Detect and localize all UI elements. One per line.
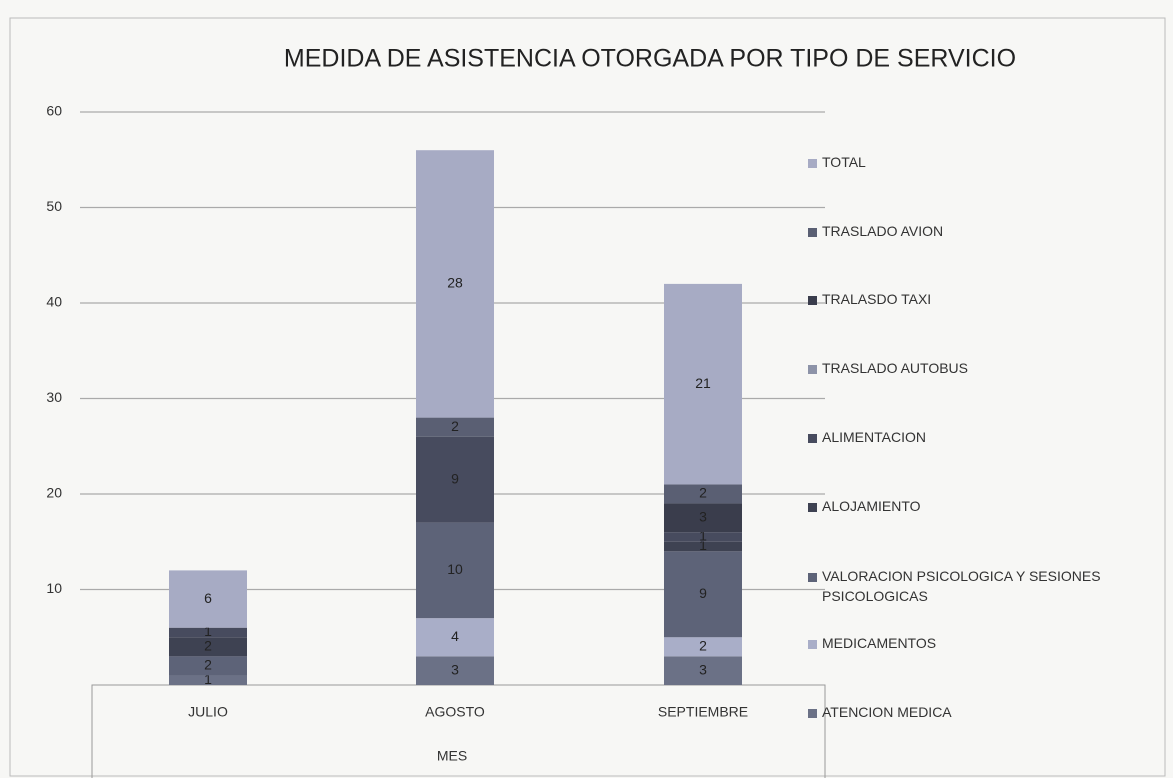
legend-swatch <box>808 296 817 305</box>
bar-segment <box>664 656 742 685</box>
bar-segment <box>664 283 742 485</box>
legend-item: ALOJAMIENTO <box>808 498 921 516</box>
data-label: 2 <box>699 485 707 501</box>
legend-item: TRALASDO TAXI <box>808 291 932 309</box>
legend-swatch <box>808 709 817 718</box>
bar-segment <box>169 675 247 685</box>
bar-segment <box>664 532 742 542</box>
bar-segment <box>664 503 742 533</box>
bar-segment <box>664 637 742 657</box>
data-label: 1 <box>699 528 707 544</box>
chart-border <box>9 17 1166 777</box>
legend-label: MEDICAMENTOS <box>822 635 937 651</box>
x-tick-label: JULIO <box>188 704 228 720</box>
data-label: 2 <box>204 657 212 673</box>
data-label: 10 <box>447 561 463 577</box>
bar-segment <box>664 551 742 638</box>
x-tick-label: SEPTIEMBRE <box>658 704 748 720</box>
legend-label: TRALASDO TAXI <box>822 291 932 307</box>
legend-swatch <box>808 640 817 649</box>
bar-segment <box>416 656 494 685</box>
data-label: 6 <box>204 590 212 606</box>
bar-segment <box>416 522 494 619</box>
legend-label: TRASLADO AVION <box>822 223 944 239</box>
data-label: 1 <box>699 537 707 553</box>
chart-title: MEDIDA DE ASISTENCIA OTORGADA POR TIPO D… <box>284 45 1016 73</box>
legend-swatch <box>808 365 817 374</box>
y-tick-label: 60 <box>46 103 62 119</box>
legend-label: ALOJAMIENTO <box>822 498 921 514</box>
legend-item: TRASLADO AUTOBUS <box>808 360 969 378</box>
legend-label: ATENCION MEDICA <box>822 704 952 720</box>
bar-segment <box>416 436 494 523</box>
bar-segment <box>169 570 247 628</box>
x-axis-box <box>91 684 826 778</box>
data-label: 2 <box>451 418 459 434</box>
legend-item: MEDICAMENTOS <box>808 635 937 653</box>
y-tick-label: 40 <box>46 294 62 310</box>
legend: TOTAL TRASLADO AVION TRALASDO TAXI TRASLADO… <box>808 0 1168 778</box>
data-label: 3 <box>699 509 707 525</box>
data-label: 3 <box>699 661 707 677</box>
bar-segment <box>416 417 494 437</box>
bar-segment <box>416 618 494 657</box>
bar-segment <box>169 627 247 638</box>
data-label: 28 <box>447 275 463 291</box>
bar-segment <box>169 656 247 676</box>
data-label: 1 <box>204 671 212 687</box>
legend-swatch <box>808 573 817 582</box>
data-label: 2 <box>204 638 212 654</box>
bar-segment <box>169 637 247 657</box>
legend-label: ALIMENTACION <box>822 429 926 445</box>
legend-item: VALORACION PSICOLOGICA Y SESIONES PSICOL… <box>808 568 1112 606</box>
legend-item: ATENCION MEDICA <box>808 704 952 722</box>
legend-swatch <box>808 503 817 512</box>
legend-label: TRASLADO AUTOBUS <box>822 360 969 376</box>
data-label: 2 <box>699 638 707 654</box>
y-tick-label: 10 <box>46 580 62 596</box>
legend-swatch <box>808 228 817 237</box>
data-label: 1 <box>204 623 212 639</box>
x-tick-label: AGOSTO <box>425 704 485 720</box>
y-tick-label: 50 <box>46 198 62 214</box>
legend-swatch <box>808 159 817 168</box>
bar-segment <box>664 541 742 552</box>
legend-item: TOTAL <box>808 154 866 172</box>
y-tick-label: 20 <box>46 485 62 501</box>
legend-label: VALORACION PSICOLOGICA Y SESIONES PSICOL… <box>822 568 1101 604</box>
data-label: 21 <box>695 375 711 391</box>
data-label: 9 <box>451 470 459 486</box>
legend-item: TRASLADO AVION <box>808 223 944 241</box>
data-label: 4 <box>451 628 459 644</box>
legend-swatch <box>808 434 817 443</box>
data-label: 3 <box>451 661 459 677</box>
bar-segment <box>416 150 494 418</box>
legend-item: ALIMENTACION <box>808 429 926 447</box>
data-label: 9 <box>699 585 707 601</box>
legend-label: TOTAL <box>822 154 866 170</box>
bar-segment <box>664 484 742 504</box>
y-tick-label: 30 <box>46 389 62 405</box>
x-axis-title: MES <box>437 748 467 764</box>
